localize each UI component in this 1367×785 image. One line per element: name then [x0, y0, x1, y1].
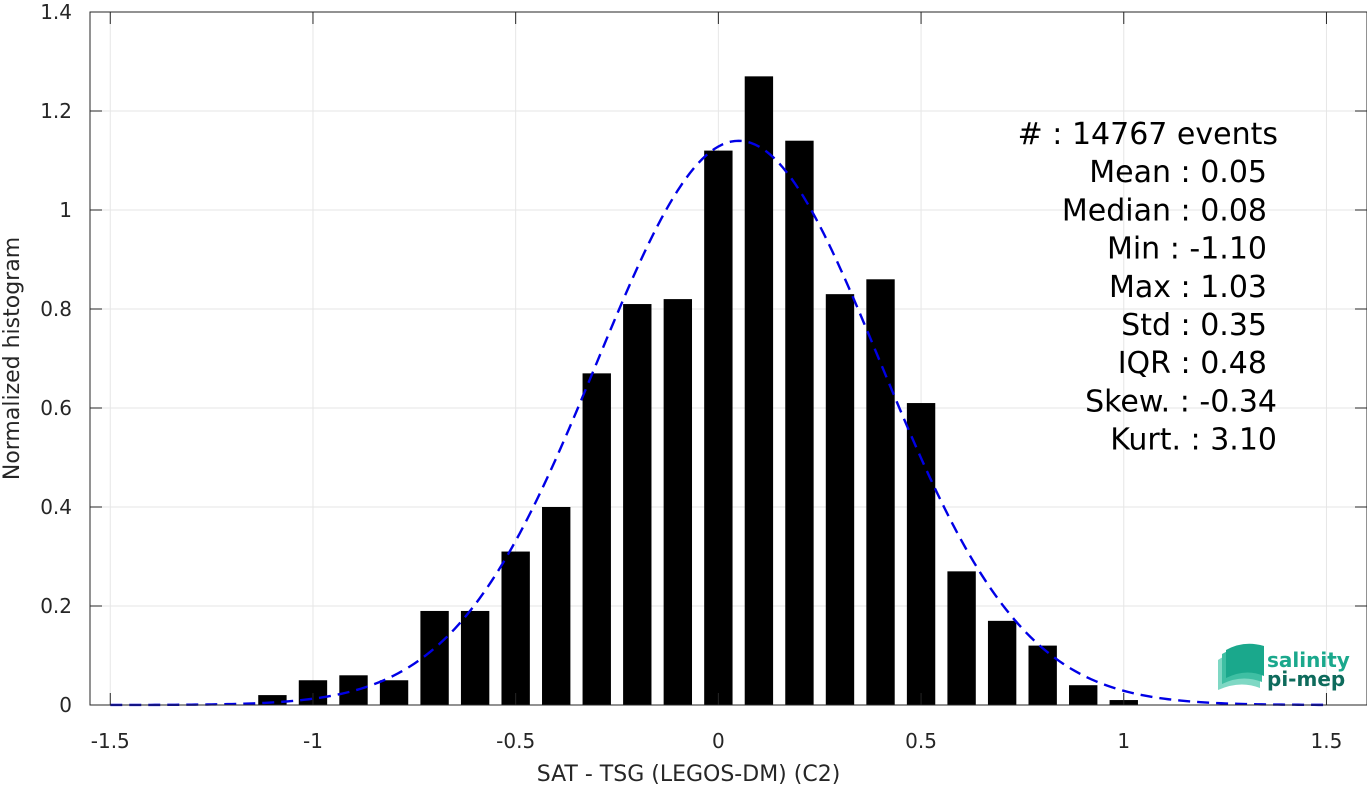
y-axis-title: Normalized histogram [0, 237, 25, 480]
histogram-bar [339, 675, 368, 705]
x-tick-label: -1 [303, 729, 323, 753]
x-tick-label: -1.5 [91, 729, 130, 753]
stats-min: Min : -1.10 [1107, 232, 1267, 267]
stats-iqr: IQR : 0.48 [1118, 346, 1267, 381]
histogram-bar [501, 551, 530, 705]
histogram-bar [987, 620, 1017, 705]
stats-max: Max : 1.03 [1109, 270, 1267, 305]
histogram-bar [258, 695, 287, 705]
y-tick-label: 1.4 [40, 0, 72, 24]
x-tick-label: -0.5 [496, 729, 535, 753]
stats-std: Std : 0.35 [1121, 308, 1267, 343]
stats-skew: Skew. : -0.34 [1085, 384, 1277, 419]
histogram-bar [906, 403, 936, 705]
x-tick-label: 1.5 [1311, 729, 1343, 753]
logo-text-salinity: salinity [1267, 648, 1350, 672]
y-tick-label: 0.2 [40, 594, 72, 618]
histogram-bars [258, 76, 1138, 706]
y-tick-label: 0.8 [40, 297, 72, 321]
histogram-bar [1069, 685, 1098, 705]
axis-ticks: -1.5 -1 -0.5 0 0.5 1 1.5 0 0.2 0.4 0.6 0.8 1 1.2 1.4 [40, 0, 1367, 753]
x-tick-label: 0.5 [905, 729, 937, 753]
normal-fit-curve [110, 139, 1327, 707]
histogram-bar [582, 373, 611, 705]
histogram-bar [785, 140, 814, 705]
histogram-bar [623, 304, 652, 705]
histogram-bar [825, 294, 855, 705]
wave-stack-icon [1218, 643, 1264, 690]
y-tick-label: 1.2 [40, 99, 72, 123]
histogram-bar [947, 571, 976, 705]
stats-count: # : 14767 events [1018, 117, 1278, 152]
stats-mean: Mean : 0.05 [1089, 155, 1267, 190]
statistics-panel: # : 14767 events Mean : 0.05 Median : 0.… [1018, 117, 1278, 458]
histogram-bar [542, 507, 571, 705]
histogram-bar [420, 610, 449, 705]
x-axis-title: SAT - TSG (LEGOS-DM) (C2) [537, 762, 841, 785]
stats-median: Median : 0.08 [1062, 193, 1267, 228]
histogram-bar [866, 279, 895, 705]
y-tick-label: 0 [59, 693, 72, 717]
histogram-bar [460, 610, 490, 705]
logo-text-pi-mep: pi-mep [1267, 667, 1345, 691]
y-tick-label: 0.6 [40, 396, 72, 420]
axes-frame [89, 11, 1367, 706]
x-tick-label: 1 [1117, 729, 1130, 753]
histogram-bar [704, 150, 733, 706]
histogram-bar [379, 680, 409, 705]
histogram-bar [744, 76, 774, 706]
x-tick-label: 0 [712, 729, 725, 753]
y-tick-label: 1 [59, 198, 72, 222]
histogram-bar [663, 299, 693, 705]
histogram-bar [1028, 645, 1057, 705]
y-tick-label: 0.4 [40, 495, 72, 519]
salinity-pi-mep-logo: salinity pi-mep [1218, 643, 1350, 691]
stats-kurt: Kurt. : 3.10 [1110, 423, 1277, 458]
